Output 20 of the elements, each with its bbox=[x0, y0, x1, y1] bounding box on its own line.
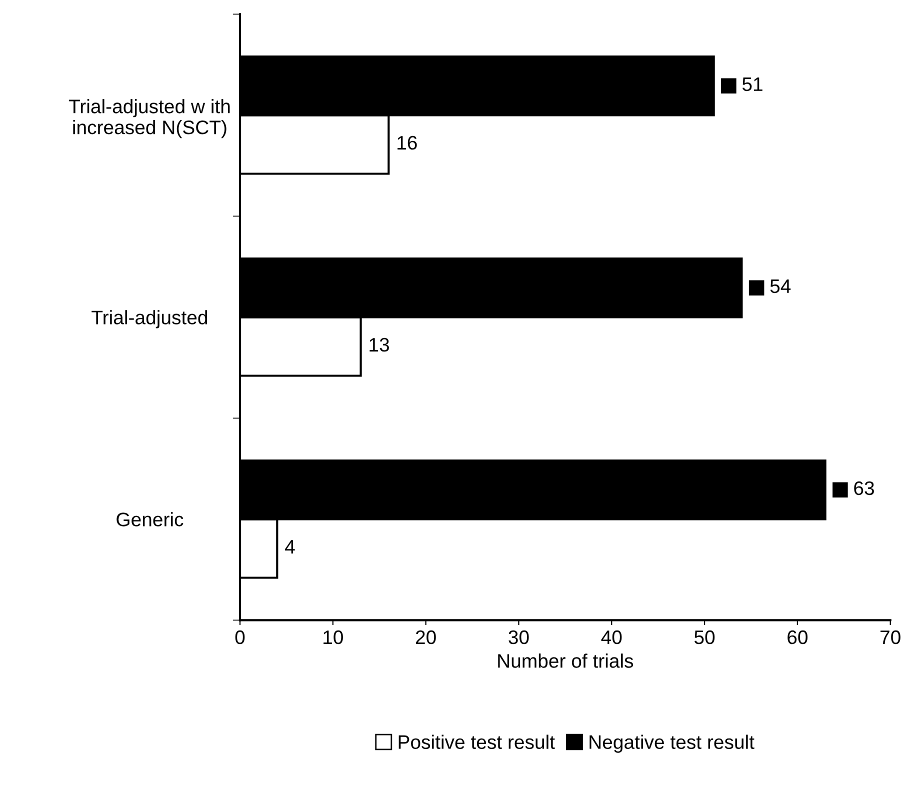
data-label: 4 bbox=[285, 540, 295, 554]
data-label: 13 bbox=[370, 338, 389, 352]
y-tick-label: Generic bbox=[116, 512, 184, 526]
x-tick-label: 30 bbox=[508, 630, 529, 644]
x-tick-label: 10 bbox=[324, 630, 343, 644]
x-tick-label: 0 bbox=[235, 630, 245, 644]
data-label: 16 bbox=[398, 136, 417, 150]
y-tick-label: Trial-adjusted w ith increased N(SCT) bbox=[68, 99, 230, 138]
x-axis-title: Number of trials bbox=[498, 654, 634, 668]
x-tick-label: 20 bbox=[416, 630, 436, 644]
x-tick-label: 40 bbox=[601, 630, 622, 644]
x-tick-label: 70 bbox=[880, 630, 900, 644]
legend-label: Negative test result bbox=[590, 734, 754, 753]
x-tick-label: 50 bbox=[694, 630, 715, 644]
legend-label: Positive test result bbox=[398, 734, 555, 749]
data-label: 63 bbox=[854, 481, 874, 496]
y-tick-label: Trial-adjusted bbox=[92, 310, 207, 328]
data-label: 51 bbox=[742, 78, 762, 92]
data-label: 54 bbox=[770, 280, 791, 294]
x-tick-label: 60 bbox=[788, 630, 808, 644]
